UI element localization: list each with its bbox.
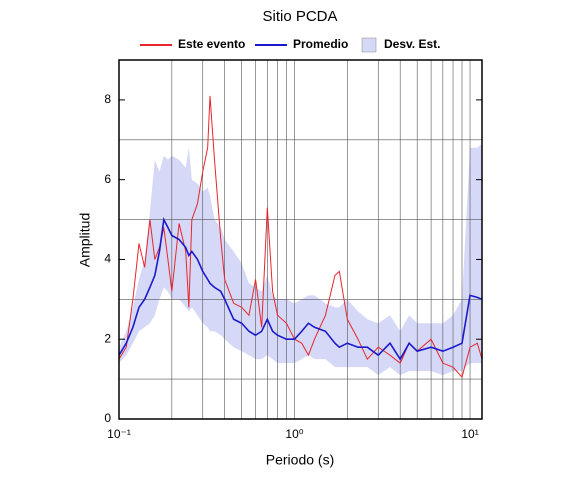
x-tick-label: 10¹	[461, 427, 478, 441]
y-tick-label: 0	[104, 411, 111, 425]
legend-label: Promedio	[293, 37, 348, 51]
y-tick-label: 4	[104, 252, 111, 266]
y-tick-label: 2	[104, 331, 111, 345]
y-tick-label: 6	[104, 172, 111, 186]
line	[118, 95, 483, 379]
plot-frame	[118, 59, 483, 420]
y-tick-label: 8	[104, 92, 111, 106]
legend-label: Desv. Est.	[384, 37, 440, 51]
x-tick-label: 10⁰	[285, 427, 303, 441]
x-tick-label: 10⁻¹	[107, 427, 131, 441]
x-axis-label: Periodo (s)	[266, 452, 334, 468]
chart-title: Sitio PCDA	[262, 8, 337, 25]
y-axis-label: Amplitud	[77, 213, 93, 267]
legend-label: Este evento	[178, 37, 245, 51]
line	[118, 216, 483, 361]
std-band	[119, 143, 482, 376]
legend-swatch	[361, 37, 377, 53]
